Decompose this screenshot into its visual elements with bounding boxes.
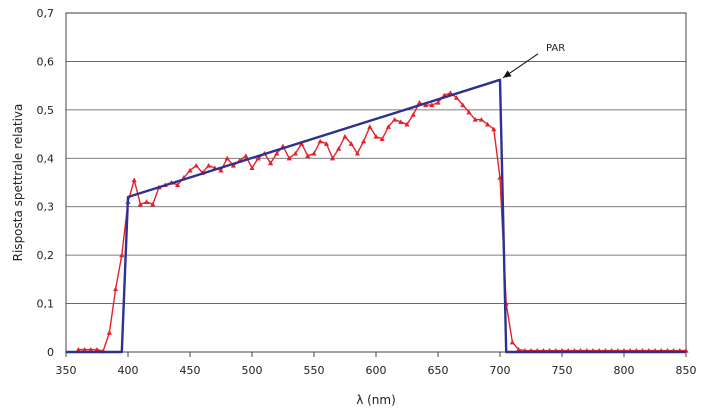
data-point — [472, 116, 478, 122]
data-point — [224, 155, 230, 161]
data-point — [392, 116, 398, 122]
x-tick-label: 800 — [614, 364, 635, 377]
data-point — [373, 133, 379, 139]
data-point — [119, 252, 125, 258]
data-point — [150, 201, 156, 207]
data-point — [137, 201, 143, 207]
data-point — [323, 141, 329, 146]
data-point — [516, 346, 522, 352]
y-tick-label: 0,7 — [37, 7, 55, 20]
data-point — [435, 99, 441, 105]
series-line-0 — [78, 92, 686, 352]
x-tick-label: 750 — [552, 364, 573, 377]
data-point — [175, 182, 181, 188]
grid-lines — [66, 12, 686, 304]
data-point — [75, 346, 81, 352]
data-point — [398, 119, 404, 125]
data-point — [243, 153, 249, 158]
plot-frame — [65, 12, 687, 353]
data-point — [330, 155, 336, 161]
y-tick-label: 0,3 — [37, 201, 55, 214]
data-point — [193, 162, 199, 168]
series-line-1 — [66, 78, 686, 354]
data-point — [342, 133, 348, 139]
data-point — [367, 124, 373, 129]
data-point — [255, 155, 261, 161]
data-point — [379, 136, 385, 141]
annotation-label: PAR — [546, 43, 565, 54]
data-point — [466, 109, 472, 115]
data-point — [286, 155, 292, 161]
data-point — [305, 153, 311, 158]
data-point — [82, 346, 88, 352]
x-tick-label: 500 — [242, 364, 263, 377]
data-point — [361, 138, 367, 144]
data-point — [249, 165, 255, 171]
x-tick-label: 600 — [366, 364, 387, 377]
data-point — [206, 162, 212, 168]
data-point — [94, 346, 100, 352]
data-point — [106, 330, 112, 335]
data-point — [274, 150, 280, 156]
x-tick-label: 650 — [428, 364, 449, 377]
data-point — [113, 286, 119, 292]
data-point — [416, 99, 422, 105]
x-tick-label: 850 — [676, 364, 697, 377]
y-tick-label: 0 — [47, 346, 54, 359]
data-point — [311, 150, 317, 156]
y-tick-label: 0,6 — [37, 55, 55, 68]
x-tick-labels: 350 400 450 500 550 600 650 700 750 800 850 — [56, 364, 697, 377]
series-group — [66, 78, 689, 354]
data-point — [144, 199, 150, 204]
data-point — [336, 146, 342, 151]
data-point — [478, 116, 484, 122]
data-point — [385, 124, 391, 129]
data-point — [485, 121, 491, 127]
data-point — [230, 162, 236, 168]
x-tick-label: 700 — [490, 364, 511, 377]
data-point — [404, 121, 410, 127]
data-point — [423, 102, 429, 108]
y-axis-title: Risposta spettrale relativa — [11, 104, 25, 262]
data-point — [218, 167, 224, 173]
data-point — [268, 160, 274, 166]
data-point — [454, 95, 460, 100]
x-tick-label: 400 — [118, 364, 139, 377]
annotation-group: PAR — [502, 43, 565, 79]
x-tick-label: 550 — [304, 364, 325, 377]
data-point — [354, 150, 360, 156]
x-axis-title: λ (nm) — [356, 393, 396, 407]
y-tick-label: 0,4 — [37, 152, 55, 165]
x-tick-label: 450 — [180, 364, 201, 377]
annotation-arrowhead — [503, 70, 512, 78]
data-point — [460, 102, 466, 108]
x-tick-label: 350 — [56, 364, 77, 377]
data-point — [348, 141, 354, 146]
data-point — [410, 112, 416, 117]
data-point — [317, 138, 323, 144]
data-point — [491, 126, 497, 132]
data-point — [88, 346, 94, 352]
y-tick-label: 0,2 — [37, 249, 55, 262]
y-tick-label: 0,1 — [37, 298, 55, 311]
data-point — [429, 102, 435, 108]
data-point — [187, 167, 193, 173]
data-point — [509, 339, 515, 345]
data-point — [131, 177, 137, 183]
y-tick-label: 0,5 — [37, 104, 55, 117]
y-tick-labels: 0 0,1 0,2 0,3 0,4 0,5 0,6 0,7 — [37, 7, 55, 359]
data-point — [292, 150, 298, 156]
